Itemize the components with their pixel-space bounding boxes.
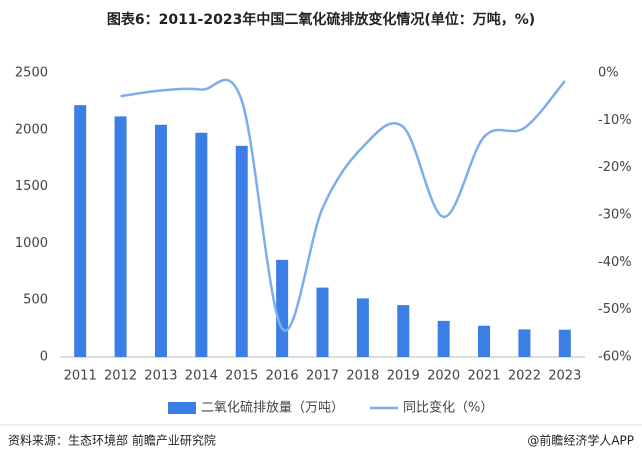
x-tick-label: 2014 xyxy=(185,369,218,384)
x-tick-label: 2023 xyxy=(548,369,581,384)
y2-tick-label: -20% xyxy=(598,160,632,175)
y2-tick-label: -60% xyxy=(598,350,632,365)
y-tick-label: 2500 xyxy=(15,66,48,81)
y-tick-label: 2000 xyxy=(15,122,48,137)
bar xyxy=(478,325,491,357)
bar xyxy=(154,124,167,357)
legend-label: 同比变化（%） xyxy=(403,400,493,416)
bar xyxy=(558,329,571,357)
bar xyxy=(195,132,208,357)
y-tick-label: 1500 xyxy=(15,179,48,194)
y2-tick-label: 0% xyxy=(598,66,619,81)
legend-label: 二氧化硫排放量（万吨） xyxy=(201,401,344,416)
line xyxy=(120,78,566,332)
x-tick-label: 2020 xyxy=(427,369,460,384)
x-tick-label: 2022 xyxy=(508,369,541,384)
x-tick-label: 2021 xyxy=(467,369,500,384)
source: 资料来源：生态环境部 前瞻产业研究院 xyxy=(8,433,216,448)
x-tick-label: 2013 xyxy=(144,369,177,384)
x-tick-label: 2017 xyxy=(306,369,339,384)
x-tick-label: 2012 xyxy=(104,369,137,384)
y2-tick-label: -30% xyxy=(598,208,632,223)
bar xyxy=(316,287,329,357)
bar xyxy=(397,305,410,357)
x-tick-label: 2016 xyxy=(266,369,299,384)
y-tick-label: 500 xyxy=(23,293,48,308)
y2-tick-label: -40% xyxy=(598,255,632,270)
bar xyxy=(74,105,87,357)
x-tick-label: 2015 xyxy=(225,369,258,384)
bar xyxy=(437,320,450,357)
y-tick-label: 0 xyxy=(40,350,48,365)
legend-swatch xyxy=(168,402,196,414)
bar xyxy=(276,259,289,357)
x-tick-label: 2019 xyxy=(387,369,420,384)
bar xyxy=(114,116,127,357)
y-tick-label: 1000 xyxy=(15,236,48,251)
bar xyxy=(235,145,248,357)
x-tick-label: 2011 xyxy=(64,369,97,384)
x-tick-label: 2018 xyxy=(346,369,379,384)
credit: @前瞻经济学人APP xyxy=(527,433,634,448)
y2-tick-label: -10% xyxy=(598,113,632,128)
bar xyxy=(356,298,369,357)
bar xyxy=(518,329,531,357)
chart-title: 图表6：2011-2023年中国二氧化硫排放变化情况(单位：万吨，%) xyxy=(107,11,535,28)
y2-tick-label: -50% xyxy=(598,302,632,317)
